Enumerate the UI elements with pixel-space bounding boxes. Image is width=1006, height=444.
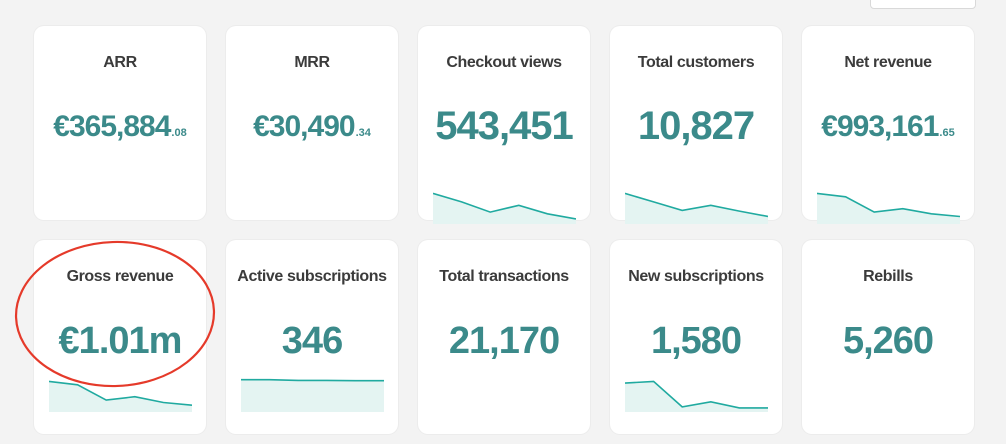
metric-card-mrr[interactable]: MRR €30,490.34 [226,26,398,220]
sparkline [433,192,576,224]
card-value: 543,451 [435,104,574,148]
metric-card-rebills[interactable]: Rebills 5,260 [802,240,974,434]
sparkline-line [817,192,960,218]
card-value: 1,580 [650,320,742,362]
card-value: €365,884.08 [53,110,187,143]
sparkline [625,192,768,224]
metric-card-gross-revenue[interactable]: Gross revenue €1.01m [34,240,206,434]
sparkline-area [241,379,384,412]
date-range-dropdown[interactable] [870,0,976,9]
card-value-cents: .34 [355,127,371,139]
card-title: ARR [103,54,137,71]
sparkline [817,192,960,224]
sparkline [241,378,384,412]
card-title: Gross revenue [66,268,174,285]
sparkline [49,380,192,412]
card-title: Rebills [863,268,913,285]
card-value: €993,161.65 [821,110,955,143]
card-value-cents: .08 [171,127,187,139]
sparkline-area [625,193,768,224]
metric-card-net-revenue[interactable]: Net revenue €993,161.65 [802,26,974,224]
sparkline-area [817,193,960,224]
card-title: MRR [294,54,330,71]
card-value-cents: .65 [939,127,955,139]
card-value: €1.01m [58,320,183,362]
card-value: 346 [281,320,343,362]
sparkline-line [433,192,576,220]
card-title: Total customers [637,54,755,71]
sparkline-area [433,193,576,224]
sparkline-line [625,192,768,218]
card-title: Checkout views [446,54,562,71]
sparkline-area [625,381,768,412]
metric-card-total-customers[interactable]: Total customers 10,827 [610,26,782,224]
metric-card-total-transactions[interactable]: Total transactions 21,170 [418,240,590,434]
card-value: €30,490.34 [253,110,371,143]
metric-card-new-subscriptions[interactable]: New subscriptions 1,580 [610,240,782,434]
metric-card-active-subscriptions[interactable]: Active subscriptions 346 [226,240,398,434]
card-title: Active subscriptions [237,268,387,285]
card-value: 21,170 [448,320,560,362]
sparkline-line [241,378,384,382]
card-title: Total transactions [439,268,569,285]
metric-card-arr[interactable]: ARR €365,884.08 [34,26,206,220]
sparkline-area [49,381,192,412]
sparkline [625,380,768,412]
card-value: 10,827 [637,104,755,148]
card-value: 5,260 [842,320,934,362]
sparkline-line [625,380,768,409]
metric-card-checkout-views[interactable]: Checkout views 543,451 [418,26,590,224]
card-title: Net revenue [844,54,932,71]
card-title: New subscriptions [628,268,764,285]
